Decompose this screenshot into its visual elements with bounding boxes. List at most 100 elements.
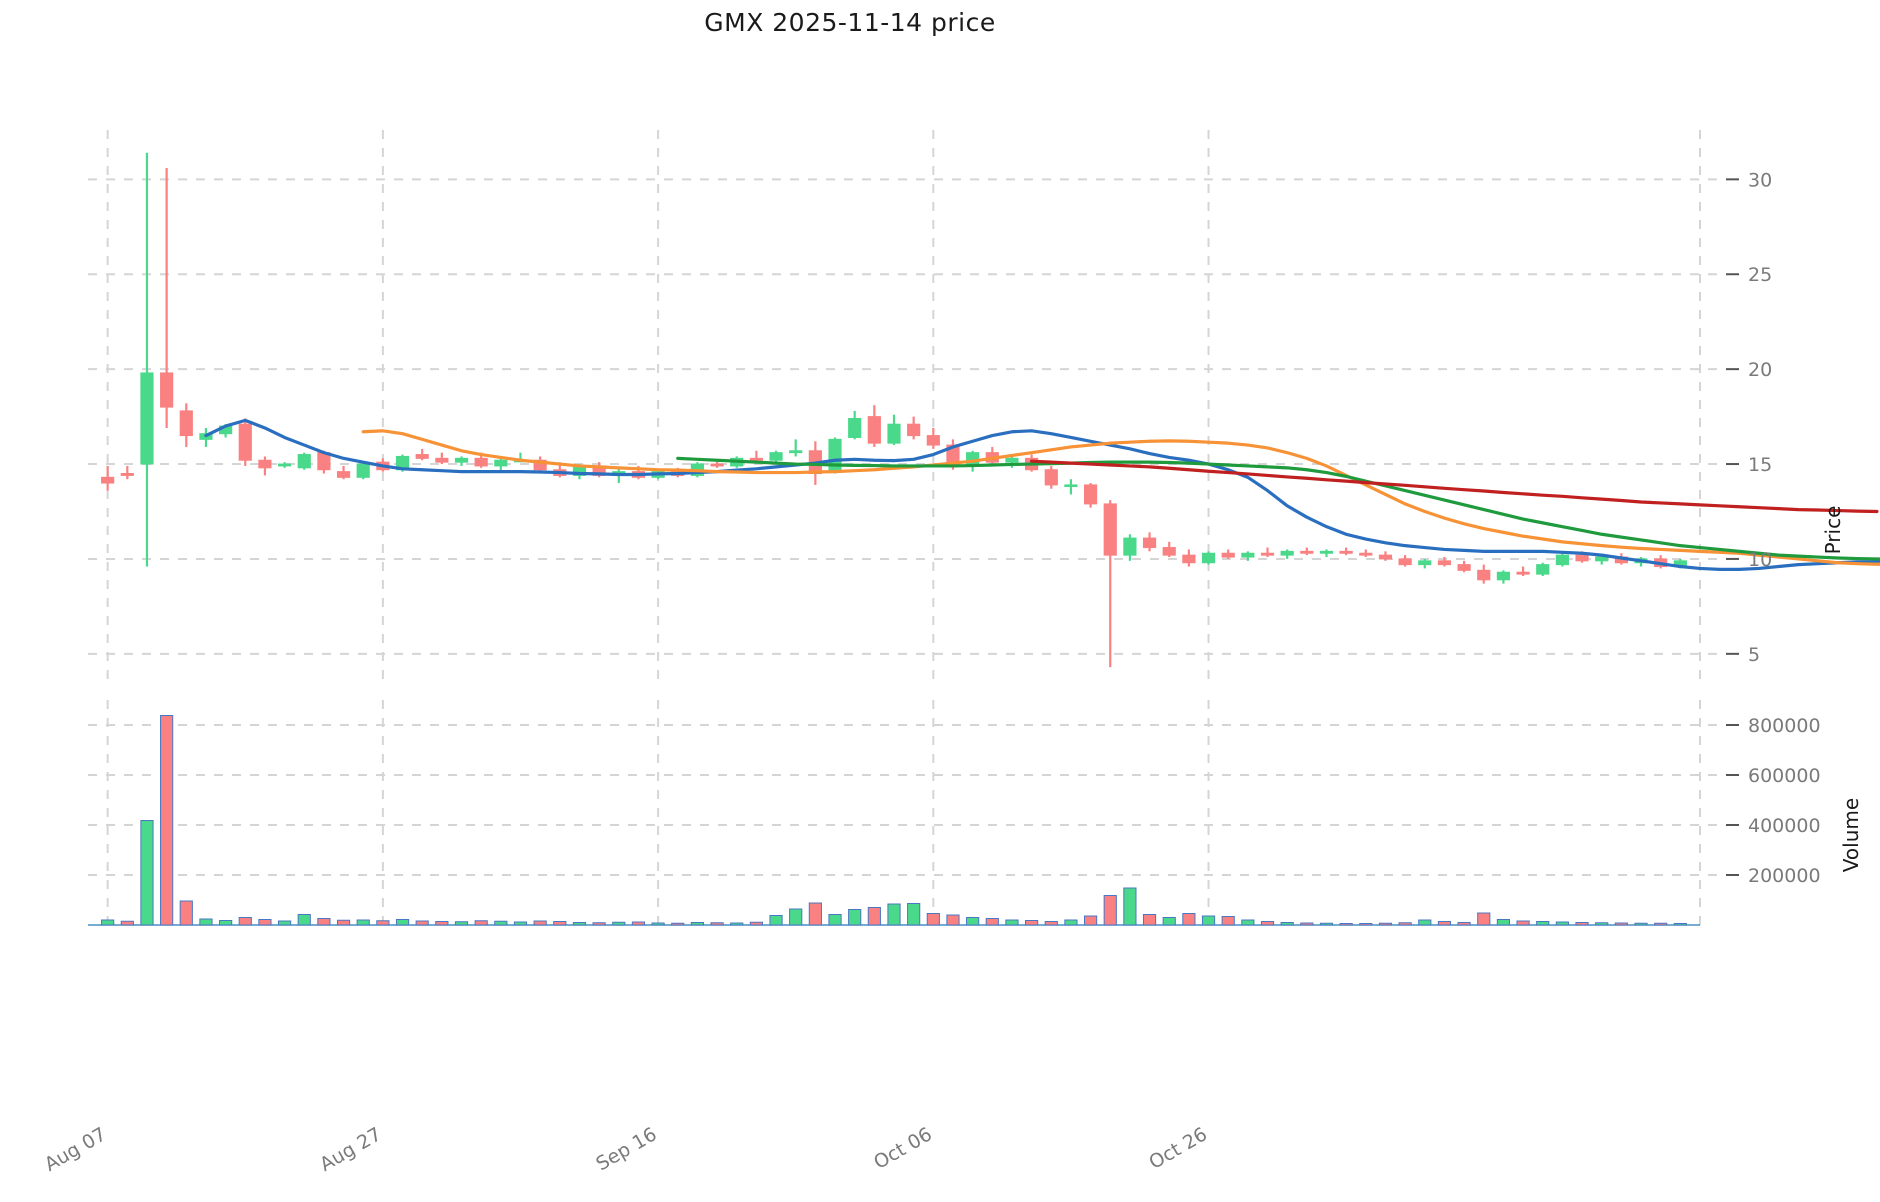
candlestick (533, 456, 547, 472)
candlestick (1142, 532, 1157, 552)
candlestick (415, 448, 429, 461)
volume-bar (887, 903, 901, 926)
volume-bar (101, 919, 115, 926)
volume-bar (1378, 922, 1393, 926)
axis-titles-layer: Price Volume (1821, 506, 1863, 873)
candlestick (1378, 551, 1393, 561)
candlestick (828, 437, 842, 474)
volume-bar (1260, 921, 1275, 926)
candlestick (1280, 549, 1294, 559)
volume-bar (749, 921, 763, 926)
price-tick-label: 20 (1748, 359, 1772, 381)
candlestick (1437, 557, 1452, 567)
volume-bar (612, 921, 626, 926)
volume-bar (1437, 921, 1452, 926)
volume-bar (572, 922, 587, 926)
date-tick-label: Sep 16 (592, 1123, 660, 1175)
candlestick (1516, 566, 1530, 577)
volume-bar (1162, 917, 1176, 926)
candlestick (160, 167, 174, 428)
candlestick (1162, 541, 1176, 558)
volume-tick-label: 200000 (1748, 865, 1821, 887)
candlestick (317, 450, 331, 474)
volume-bar (160, 715, 174, 926)
candlestick (1221, 549, 1235, 559)
candlestick (238, 418, 252, 466)
candlestick (1260, 547, 1275, 558)
candlestick (258, 456, 272, 476)
candlestick (1359, 549, 1373, 558)
volume-bar (277, 920, 292, 926)
candlestick (1044, 465, 1058, 489)
candlestick (336, 465, 351, 480)
volume-bar (435, 921, 449, 926)
volume-bar (1614, 922, 1628, 926)
volume-bar (808, 902, 822, 926)
candlestick (985, 446, 999, 465)
volume-bar (1201, 915, 1216, 926)
price-axis-title: Price (1821, 506, 1845, 555)
candlestick (1418, 558, 1432, 569)
volume-bar (651, 922, 665, 926)
volume-bar (356, 919, 370, 926)
volume-bar (1221, 916, 1235, 926)
candlestick (1339, 547, 1353, 556)
volume-bar (1477, 912, 1491, 926)
candlestick (1555, 553, 1569, 567)
volume-bar (1025, 920, 1039, 926)
volume-bar (1359, 923, 1373, 926)
volume-bar (985, 918, 999, 926)
volume-bar (1673, 923, 1687, 926)
candlestick (749, 450, 763, 463)
volume-bar (1654, 922, 1668, 926)
price-tick-label: 15 (1748, 454, 1772, 476)
volume-bar (1575, 922, 1589, 926)
volume-bar (1536, 921, 1550, 926)
candlestick (1123, 534, 1137, 561)
candlestick (1064, 479, 1078, 495)
candlestick (356, 462, 370, 480)
volume-bar (1339, 923, 1353, 926)
candlestick (1103, 500, 1117, 668)
volume-bar (1398, 922, 1412, 926)
candlestick (199, 427, 213, 447)
volume-bar (1123, 887, 1137, 926)
volume-bar (926, 913, 940, 926)
page-title: GMX 2025-11-14 price (704, 8, 996, 37)
volume-bar (317, 918, 331, 926)
date-tick-label: Oct 06 (870, 1123, 936, 1174)
volume-bar (1280, 922, 1294, 926)
volume-bar (219, 920, 233, 926)
volume-bar (140, 820, 154, 926)
volume-bar (474, 920, 488, 926)
volume-bar (867, 907, 881, 926)
candlestick (1398, 555, 1412, 567)
volume-bar (631, 921, 646, 926)
volume-bar (828, 914, 842, 926)
volume-bar (1634, 922, 1648, 926)
candlestick (435, 452, 449, 465)
volume-bar (513, 921, 528, 926)
volume-bar (1418, 919, 1432, 926)
volume-bar (1516, 920, 1530, 926)
candlestick (297, 452, 311, 470)
candlestick (789, 439, 803, 457)
volume-bar (199, 918, 213, 926)
volume-bar (258, 919, 272, 926)
volume-bar (690, 922, 705, 926)
volume-bar (415, 920, 429, 926)
ma-line-ma_mid (361, 429, 1880, 566)
candlestick (1300, 547, 1314, 556)
volume-bar (769, 915, 783, 926)
volume-bar (1300, 922, 1314, 926)
candlestick (1496, 570, 1511, 584)
price-tick-label: 5 (1748, 644, 1760, 666)
volume-bar (710, 922, 724, 926)
candlestick (101, 465, 115, 491)
candlestick (140, 152, 154, 567)
candlestick (1241, 551, 1255, 561)
volume-tick-label: 800000 (1748, 715, 1821, 737)
volume-tick-label: 600000 (1748, 765, 1821, 787)
date-tick-label: Oct 26 (1145, 1123, 1211, 1174)
